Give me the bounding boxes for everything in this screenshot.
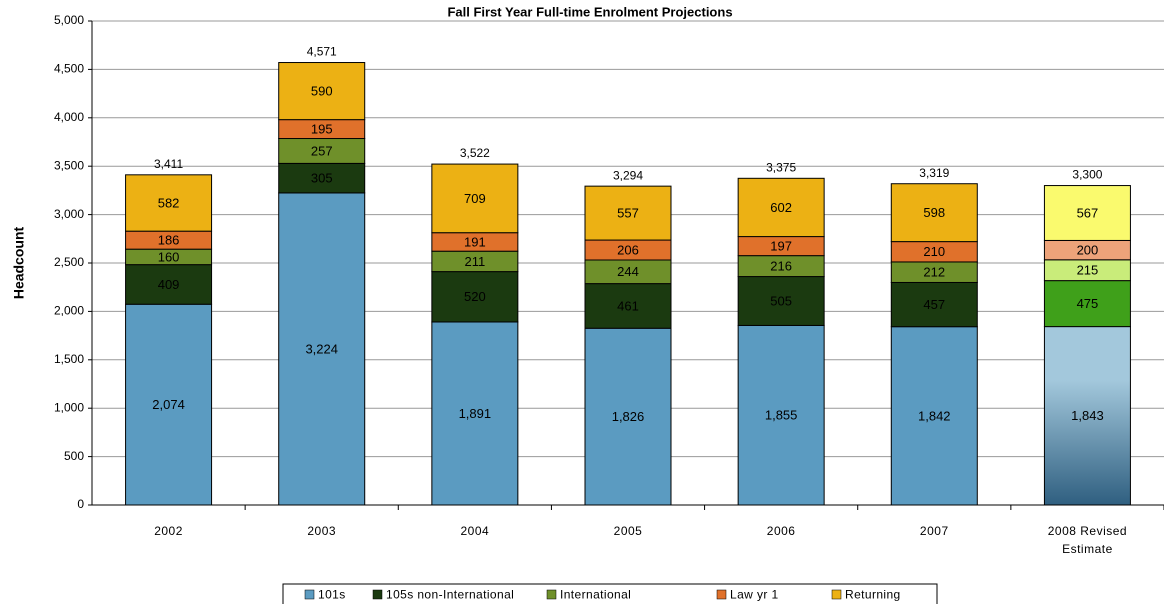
data-label: 160 — [158, 249, 180, 264]
data-label: 210 — [923, 244, 945, 259]
data-label: 1,826 — [612, 409, 645, 424]
data-label: 557 — [617, 206, 639, 221]
data-label: 1,843 — [1071, 408, 1104, 423]
legend-swatch — [372, 589, 383, 600]
chart-title: Fall First Year Full-time Enrolment Proj… — [447, 4, 732, 19]
data-label: 602 — [770, 200, 792, 215]
data-label: 206 — [617, 242, 639, 257]
y-tick-label: 2,500 — [54, 255, 84, 269]
data-label: 1,842 — [918, 408, 951, 423]
bar-segment — [125, 264, 213, 305]
data-label: 598 — [923, 205, 945, 220]
legend-swatch — [716, 589, 727, 600]
bar-segment — [125, 174, 213, 232]
data-label: 215 — [1077, 263, 1099, 278]
y-tick-label: 1,500 — [54, 352, 84, 366]
bar-segment — [737, 276, 825, 326]
total-label: 3,294 — [613, 168, 643, 182]
data-label: 3,224 — [305, 341, 338, 356]
data-label: 520 — [464, 289, 486, 304]
legend-label: International — [560, 588, 631, 602]
legend-label: Returning — [845, 588, 901, 602]
x-tick-label: 2003 — [307, 524, 337, 538]
data-label: 216 — [770, 259, 792, 274]
data-label: 457 — [923, 297, 945, 312]
data-label: 186 — [158, 233, 180, 248]
data-label: 461 — [617, 298, 639, 313]
data-label: 305 — [311, 171, 333, 186]
bar-segment — [737, 324, 825, 506]
x-tick-label: 2005 — [613, 524, 643, 538]
data-label: 475 — [1077, 296, 1099, 311]
x-tick-label: 2008 Revised Estimate — [1047, 524, 1128, 556]
bar-segment — [890, 281, 978, 328]
total-label: 3,522 — [460, 146, 490, 160]
y-tick-label: 500 — [64, 449, 84, 463]
y-tick-label: 2,000 — [54, 304, 84, 318]
bar-segment — [431, 271, 519, 323]
x-tick-label: 2004 — [460, 524, 490, 538]
data-label: 2,074 — [152, 397, 185, 412]
bar-segment — [125, 303, 213, 506]
y-tick-label: 4,500 — [54, 62, 84, 76]
y-tick-label: 3,500 — [54, 158, 84, 172]
bar-segment — [431, 321, 519, 506]
data-label: 409 — [158, 277, 180, 292]
data-label: 200 — [1077, 243, 1099, 258]
y-tick-label: 1,000 — [54, 400, 84, 414]
bar-segment — [1043, 280, 1131, 328]
total-label: 3,411 — [154, 157, 183, 171]
legend — [282, 583, 938, 604]
data-label: 257 — [311, 143, 333, 158]
x-tick-label: 2006 — [766, 524, 796, 538]
data-label: 1,855 — [765, 408, 798, 423]
bar-segment — [584, 327, 672, 506]
data-label: 191 — [464, 234, 486, 249]
total-label: 3,319 — [919, 166, 949, 180]
legend-swatch — [546, 589, 557, 600]
y-tick-label: 5,000 — [54, 13, 84, 27]
data-label: 212 — [923, 265, 945, 280]
data-label: 1,891 — [459, 406, 492, 421]
y-axis-label: Headcount — [11, 226, 27, 299]
legend-swatch — [831, 589, 842, 600]
bar-segment — [1043, 326, 1131, 506]
x-tick-label: 2002 — [154, 524, 183, 538]
bar-segment — [278, 162, 366, 194]
data-label: 567 — [1077, 205, 1099, 220]
data-label: 195 — [311, 122, 333, 137]
bar-segment — [584, 283, 672, 329]
x-tick-label: 2007 — [919, 524, 949, 538]
bar-segment — [1043, 185, 1131, 241]
legend-label: 101s — [318, 588, 346, 602]
bar-segment — [584, 185, 672, 241]
data-label: 590 — [311, 84, 333, 99]
bar-segment — [278, 192, 366, 506]
y-tick-label: 0 — [77, 497, 84, 511]
bar-segment — [278, 62, 366, 121]
data-label: 582 — [158, 195, 180, 210]
data-label: 211 — [464, 254, 485, 269]
bar-segment — [737, 177, 825, 238]
total-label: 3,300 — [1072, 168, 1102, 182]
y-tick-label: 4,000 — [54, 110, 84, 124]
legend-label: 105s non-International — [386, 588, 514, 602]
total-label: 4,571 — [307, 45, 337, 59]
y-tick-label: 3,000 — [54, 207, 84, 221]
data-label: 505 — [770, 293, 792, 308]
legend-swatch — [304, 589, 315, 600]
legend-label: Law yr 1 — [730, 588, 779, 602]
data-label: 197 — [770, 239, 792, 254]
bar-segment — [431, 163, 519, 234]
bar-segment — [890, 183, 978, 243]
data-label: 244 — [617, 264, 639, 279]
total-label: 3,375 — [766, 160, 796, 174]
data-label: 709 — [464, 191, 486, 206]
bar-segment — [890, 326, 978, 506]
